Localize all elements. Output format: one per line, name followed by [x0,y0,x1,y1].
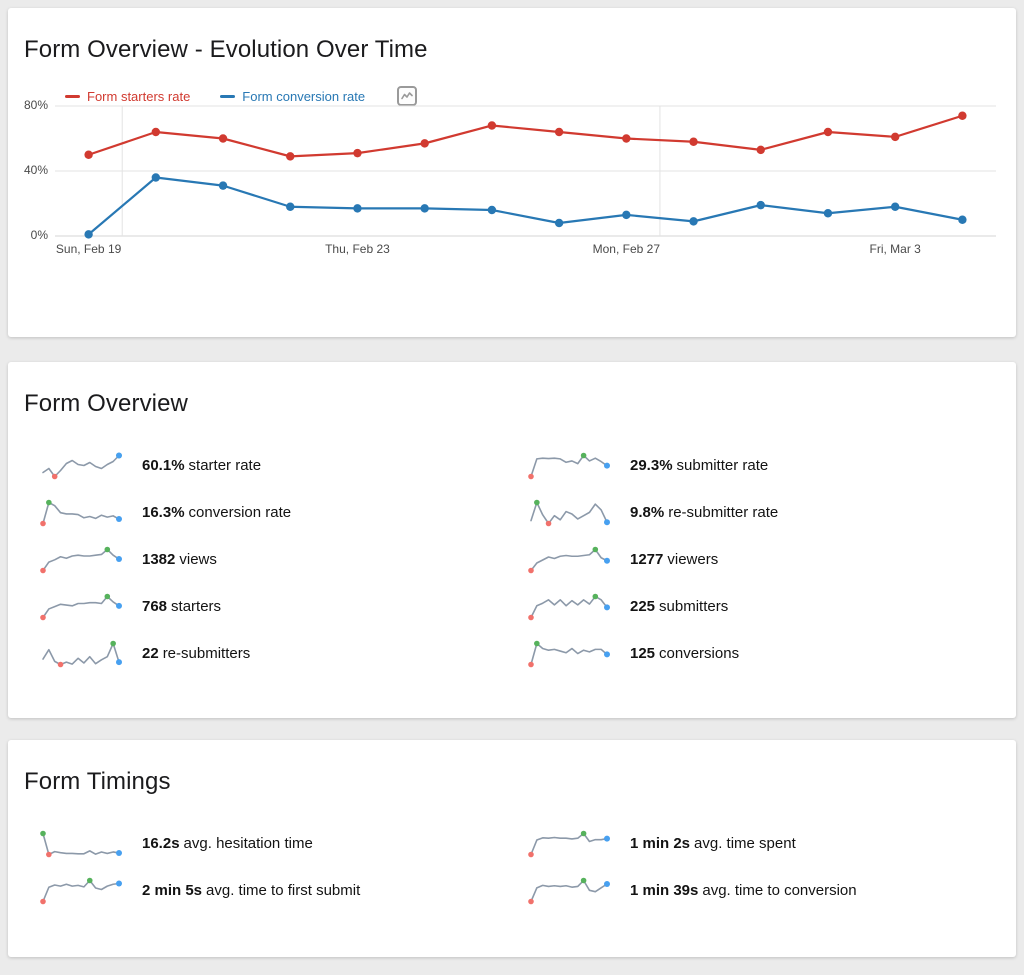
metric-sparkline [40,546,122,573]
legend-dash-icon [65,94,80,98]
metric-value: 16.2s [142,835,180,852]
metric-label: starters [171,598,222,615]
metric-label: avg. time spent [694,835,796,852]
metric-row: 125 conversions [512,630,1000,677]
metric-row: 2 min 5s avg. time to first submit [24,867,512,914]
metric-row: 1 min 39s avg. time to conversion [512,867,1000,914]
metric-sparkline [40,830,122,857]
svg-text:Mon, Feb 27: Mon, Feb 27 [593,242,661,256]
metric-row: 1382 views [24,536,512,583]
metric-label: re-submitter rate [668,504,779,521]
metric-label: conversion rate [188,504,292,521]
svg-text:Thu, Feb 23: Thu, Feb 23 [325,242,390,256]
svg-text:Sun, Feb 19: Sun, Feb 19 [56,242,122,256]
metric-label: avg. time to first submit [206,882,361,899]
metric-label: starter rate [188,457,262,474]
metric-sparkline [528,546,610,573]
metric-value: 125 [630,645,656,662]
evolution-card-title: Form Overview - Evolution Over Time [24,36,428,63]
metric-sparkline [528,877,610,904]
metric-label: re-submitters [162,645,251,662]
metric-value: 1 min 39s [630,882,699,899]
metric-label: conversions [659,645,740,662]
form-timings-card: Form Timings 16.2s avg. hesitation time 2… [8,740,1016,957]
form-overview-title: Form Overview [24,390,188,417]
metric-label: submitters [659,598,729,615]
metric-sparkline [42,452,122,479]
legend-label: Form conversion rate [242,88,366,104]
legend-items: Form starters rate Form conversion rate [65,89,395,104]
evolution-line-chart: 0% 40% 80% Sun, Feb 19 Thu, Feb 23 Mon, Feb 2… [24,98,996,256]
metric-label: avg. hesitation time [183,835,313,852]
metric-value: 29.3% [630,457,673,474]
metric-row: 768 starters [24,583,512,630]
analytics-dashboard-page: { "colors": { "starters_series": "#d13a3… [0,8,1024,975]
metric-row: 60.1% starter rate [24,442,512,489]
metric-value: 768 [142,598,168,615]
metric-row: 1 min 2s avg. time spent [512,820,1000,867]
metric-sparkline [528,640,610,667]
metric-sparkline [40,593,122,620]
metric-sparkline [530,499,610,526]
chart-legend: Form starters rate Form conversion rate [65,86,1000,106]
metric-sparkline [42,640,122,667]
overview-metrics-grid: 60.1% starter rate 16.3% conversion rate 1… [24,442,1000,677]
metric-label: viewers [667,551,719,568]
metric-value: 16.3% [142,504,185,521]
metric-value: 2 min 5s [142,882,203,899]
metric-row: 22 re-submitters [24,630,512,677]
legend-item[interactable]: Form starters rate [65,89,190,104]
form-timings-title: Form Timings [24,768,171,795]
metric-value: 1 min 2s [630,835,691,852]
metric-value: 22 [142,645,159,662]
metric-row: 9.8% re-submitter rate [512,489,1000,536]
metric-value: 60.1% [142,457,185,474]
metric-sparkline [40,877,122,904]
metric-label: avg. time to conversion [702,882,857,899]
metric-row: 225 submitters [512,583,1000,630]
metric-label: submitter rate [676,457,769,474]
legend-dash-icon [220,94,236,98]
svg-text:Fri, Mar 3: Fri, Mar 3 [870,242,922,256]
metric-value: 9.8% [630,504,665,521]
svg-text:0%: 0% [31,228,49,242]
metric-value: 225 [630,598,656,615]
metric-row: 16.3% conversion rate [24,489,512,536]
timings-metrics-grid: 16.2s avg. hesitation time 2 min 5s avg. t… [24,820,1000,914]
chart-type-icon-button[interactable] [397,86,418,106]
legend-item[interactable]: Form conversion rate [220,89,365,104]
metric-sparkline [40,499,122,526]
metric-sparkline [528,452,610,479]
metric-value: 1277 [630,551,664,568]
svg-text:80%: 80% [24,98,48,112]
form-overview-card: Form Overview 60.1% starter rate 16.3% con… [8,362,1016,718]
evolution-over-time-card: Form Overview - Evolution Over Time Form… [8,8,1016,337]
metric-row: 29.3% submitter rate [512,442,1000,489]
svg-text:40%: 40% [24,163,48,177]
metric-label: views [179,551,217,568]
sparkline-chart-icon [401,92,413,100]
metric-row: 16.2s avg. hesitation time [24,820,512,867]
legend-label: Form starters rate [87,88,191,104]
metric-value: 1382 [142,551,176,568]
metric-sparkline [528,830,610,857]
metric-sparkline [528,593,610,620]
metric-row: 1277 viewers [512,536,1000,583]
